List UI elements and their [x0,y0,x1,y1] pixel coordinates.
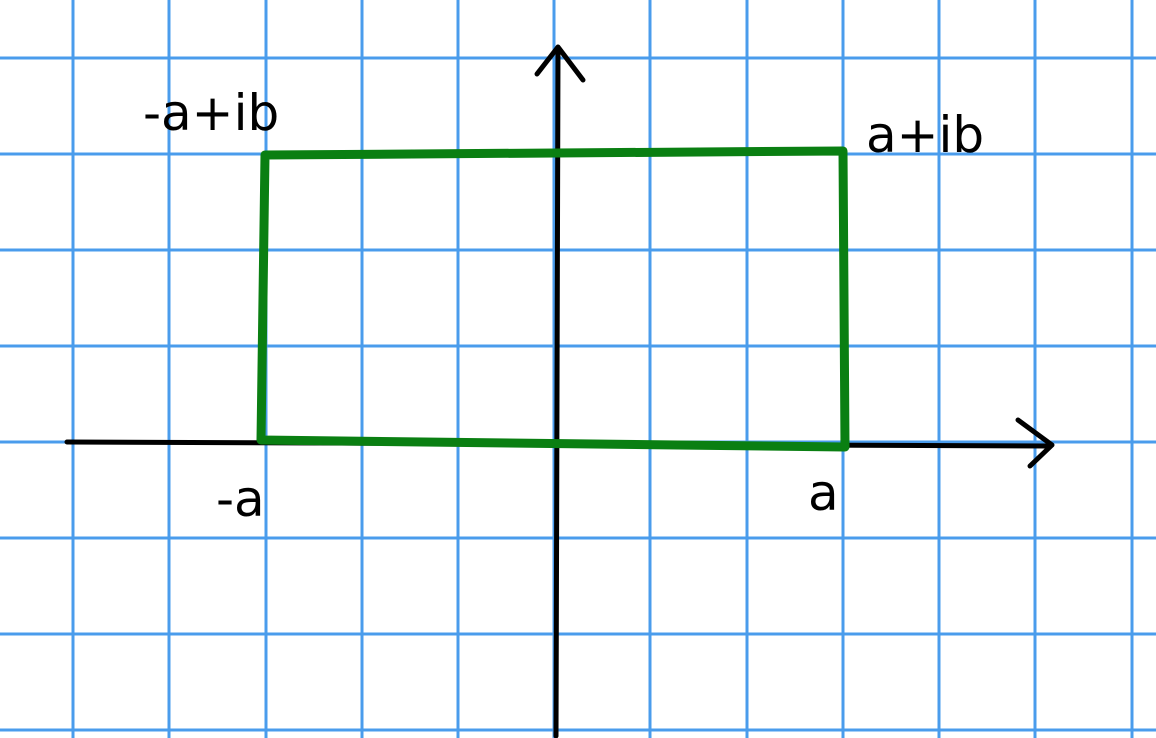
label-positive-a: a [808,464,839,522]
x-axis-arrowhead [1015,417,1055,469]
label-top-left-corner: -a+ib [143,84,279,142]
y-axis [553,47,561,738]
label-negative-a: -a [216,470,265,528]
y-axis-arrowhead [534,44,586,83]
rectangle-contour [256,146,850,452]
label-top-right-corner: a+ib [866,106,984,164]
